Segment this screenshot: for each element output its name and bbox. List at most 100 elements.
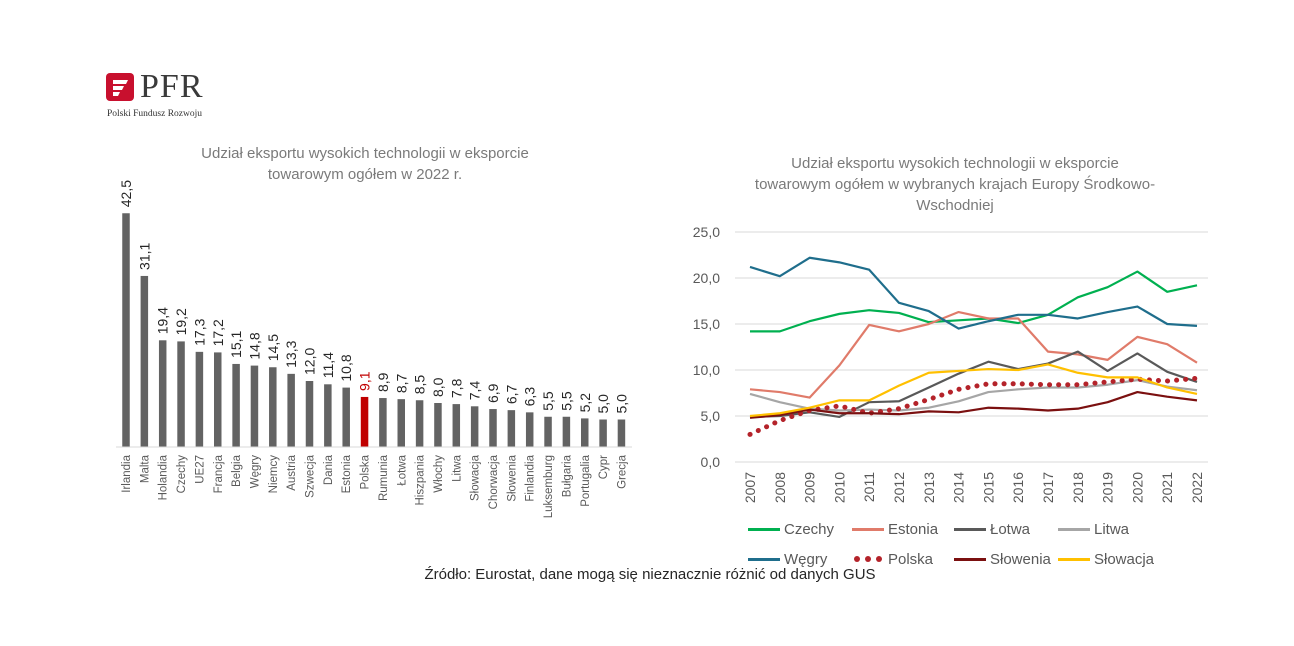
bar-value-label: 6,3: [522, 387, 538, 407]
bar-category-label: Francja: [213, 454, 225, 493]
bar-francja: [214, 352, 222, 447]
x-tick-label: 2008: [772, 472, 788, 503]
bar-value-label: 14,8: [246, 332, 262, 359]
legend-swatch: [954, 527, 986, 531]
bar-włochy: [434, 403, 442, 447]
x-tick-label: 2014: [951, 472, 967, 503]
bar-grecja: [617, 419, 626, 447]
bar-belgia: [232, 363, 240, 447]
legend-swatch: [1058, 527, 1090, 531]
bar-holandia: [158, 340, 167, 447]
bar-category-label: Czechy: [176, 455, 188, 494]
bar-chart: 42,5 Irlandia 31,1 Malta 19,4 Holandia 19,2 Cze…: [116, 180, 632, 518]
legend-item-węgry: Węgry: [748, 549, 827, 569]
bar-value-label: 10,8: [338, 354, 354, 381]
logo-wordmark: PFR: [140, 68, 204, 105]
legend-swatch: [1058, 557, 1090, 561]
y-tick-label: 10,0: [693, 362, 720, 378]
bar-value-label: 11,4: [320, 352, 336, 378]
bar-value-label: 19,2: [173, 308, 189, 335]
x-tick-label: 2011: [861, 472, 877, 502]
bar-category-label: Cypr: [598, 455, 610, 479]
bar-category-label: Węgry: [249, 455, 261, 488]
legend-item-czechy: Czechy: [748, 519, 834, 539]
bar-węgry: [250, 365, 259, 447]
bar-finlandia: [525, 412, 534, 447]
source-note: Źródło: Eurostat, dane mogą się nieznacz…: [424, 566, 876, 583]
bar-category-label: Dania: [323, 454, 335, 485]
legend-label: Czechy: [784, 520, 835, 538]
bar-value-label: 7,8: [448, 378, 464, 398]
legend-label: Polska: [888, 550, 934, 568]
bar-chart-title-line: Udział eksportu wysokich technologii w e…: [201, 145, 529, 162]
legend-item-litwa: Litwa: [1058, 519, 1129, 539]
bar-category-label: Łotwa: [396, 454, 408, 485]
bar-value-label: 42,5: [118, 180, 134, 207]
bar-category-label: Niemcy: [268, 455, 280, 494]
bar-portugalia: [581, 418, 589, 447]
y-tick-label: 25,0: [693, 224, 720, 240]
bar-value-label: 6,9: [485, 383, 501, 403]
bar-category-label: Litwa: [451, 454, 463, 481]
bar-value-label: 5,0: [613, 394, 629, 414]
legend-swatch: [954, 557, 986, 561]
bar-hiszpania: [415, 400, 424, 447]
bar-value-label: 17,3: [191, 318, 207, 345]
bar-łotwa: [397, 399, 405, 447]
bar-category-label: UE27: [194, 455, 206, 484]
bar-szwecja: [305, 381, 314, 447]
bar-category-label: Chorwacja: [488, 454, 500, 509]
bar-dania: [324, 384, 332, 447]
bar-value-label: 5,0: [595, 394, 611, 414]
bar-luksemburg: [544, 416, 552, 447]
bar-value-label: 5,5: [540, 391, 556, 411]
series-line-węgry: [749, 256, 1198, 330]
bar-irlandia: [122, 213, 130, 447]
legend-item-estonia: Estonia: [852, 519, 938, 539]
series-line-estonia: [749, 310, 1198, 399]
bar-category-label: Holandia: [158, 454, 170, 500]
legend-swatch: [852, 527, 884, 531]
x-tick-label: 2022: [1189, 472, 1205, 503]
legend-label: Łotwa: [990, 520, 1031, 538]
legend-label: Węgry: [784, 550, 828, 568]
bar-chart-title-line: towarowym ogółem w 2022 r.: [267, 166, 463, 183]
bar-chart-title: Udział eksportu wysokich technologii w e…: [150, 143, 580, 185]
bar-value-label: 14,5: [265, 334, 281, 361]
bar-value-label: 8,5: [412, 375, 428, 395]
x-tick-label: 2016: [1010, 472, 1026, 503]
bar-value-label: 6,7: [503, 384, 519, 404]
line-chart-title-line: Wschodniej: [916, 197, 994, 214]
bar-category-label: Hiszpania: [415, 454, 427, 505]
legend-item-łotwa: Łotwa: [954, 519, 1030, 539]
x-tick-label: 2012: [891, 472, 907, 503]
bar-category-label: Malta: [139, 454, 151, 483]
bar-cypr: [599, 419, 607, 447]
legend-item-słowacja: Słowacja: [1058, 549, 1154, 569]
bar-category-label: Grecja: [616, 454, 628, 488]
bar-category-label: Włochy: [433, 455, 445, 493]
bar-rumunia: [379, 398, 387, 447]
bar-value-label: 15,1: [228, 330, 244, 357]
legend-swatch: [748, 527, 780, 531]
bar-category-label: Austria: [286, 454, 298, 490]
series-line-czechy: [750, 270, 1198, 333]
bar-value-label: 7,4: [467, 381, 483, 401]
bar-value-label: 31,1: [136, 242, 152, 269]
pfr-logo: PFR Polski Fundusz Rozwoju: [106, 70, 266, 120]
x-tick-label: 2009: [802, 472, 818, 503]
bar-chorwacja: [489, 409, 497, 447]
bar-category-label: Szwecja: [305, 454, 317, 497]
line-chart-title-line: Udział eksportu wysokich technologii w e…: [791, 155, 1119, 172]
x-tick-label: 2020: [1129, 472, 1145, 503]
line-chart: 0,0 5,0 10,0 15,0 20,0 25,0 2007 2008 2009 2010 20…: [693, 224, 1208, 503]
bar-category-label: Belgia: [231, 454, 243, 487]
bar-słowacja: [470, 406, 479, 447]
x-tick-label: 2019: [1100, 472, 1116, 503]
logo-subtitle: Polski Fundusz Rozwoju: [107, 109, 203, 119]
bar-litwa: [452, 404, 461, 447]
bar-value-label: 12,0: [302, 348, 318, 375]
bar-category-label: Rumunia: [378, 454, 390, 501]
bar-category-label: Irlandia: [121, 454, 133, 492]
